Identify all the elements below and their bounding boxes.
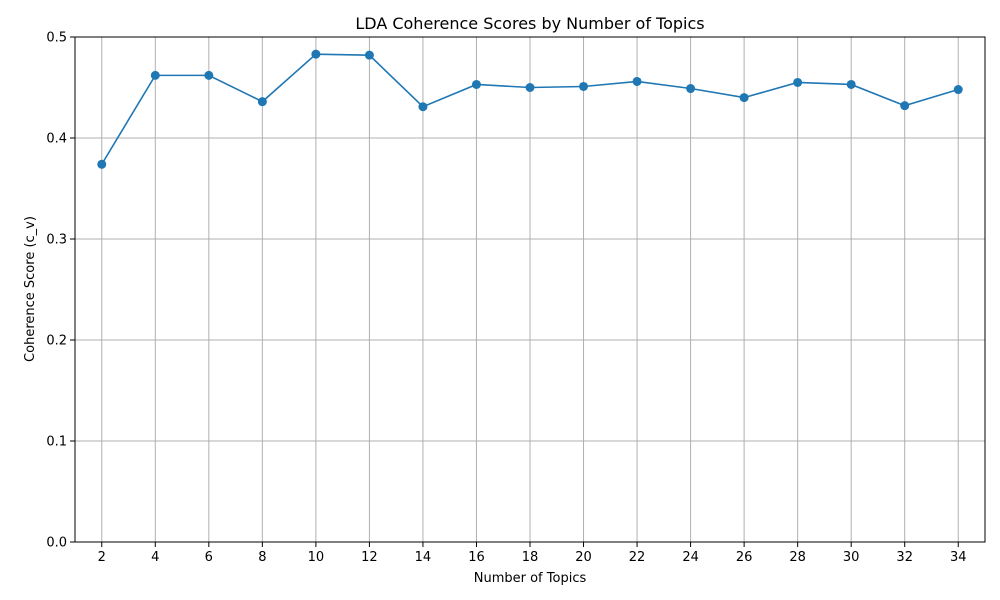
series-coherence <box>97 49 963 169</box>
grid <box>75 36 985 543</box>
y-axis-ticks: 0.0 0.1 0.2 0.3 0.4 0.5 <box>46 31 75 551</box>
x-tick-label: 28 <box>789 550 806 565</box>
y-tick-label: 0.5 <box>46 31 67 46</box>
x-tick-label: 2 <box>98 550 106 565</box>
data-point <box>953 85 963 95</box>
data-point <box>204 70 214 80</box>
y-tick-label: 0.1 <box>46 435 67 450</box>
y-tick-label: 0.3 <box>46 233 67 248</box>
x-tick-label: 12 <box>361 550 378 565</box>
data-point <box>311 49 321 59</box>
x-tick-label: 34 <box>950 550 967 565</box>
x-tick-label: 24 <box>682 550 699 565</box>
x-tick-label: 4 <box>151 550 159 565</box>
data-point <box>632 76 642 86</box>
data-point <box>150 70 160 80</box>
x-tick-label: 30 <box>843 550 860 565</box>
data-point <box>900 101 910 111</box>
data-point <box>364 50 374 60</box>
data-point <box>418 102 428 112</box>
y-tick-label: 0.2 <box>46 334 67 349</box>
x-tick-label: 8 <box>258 550 266 565</box>
x-axis-label: Number of Topics <box>474 571 587 586</box>
x-axis-ticks: 2 4 6 8 10 12 14 16 18 20 22 24 26 28 30 32 34 <box>98 542 967 565</box>
data-point <box>793 77 803 87</box>
x-tick-label: 20 <box>575 550 592 565</box>
chart-title: LDA Coherence Scores by Number of Topics <box>355 14 704 33</box>
data-point <box>739 93 749 103</box>
data-point <box>579 81 589 91</box>
data-point <box>471 79 481 89</box>
x-tick-label: 16 <box>468 550 485 565</box>
data-point <box>686 84 696 94</box>
x-tick-label: 10 <box>308 550 325 565</box>
x-tick-label: 26 <box>736 550 753 565</box>
y-axis-label: Coherence Score (c_v) <box>23 216 38 362</box>
x-tick-label: 22 <box>629 550 646 565</box>
data-point <box>257 97 267 107</box>
x-tick-label: 14 <box>415 550 432 565</box>
y-tick-label: 0.0 <box>46 536 67 551</box>
x-tick-label: 32 <box>896 550 913 565</box>
x-tick-label: 18 <box>522 550 539 565</box>
x-tick-label: 6 <box>205 550 213 565</box>
data-point <box>846 79 856 89</box>
data-point <box>97 159 107 169</box>
data-point <box>525 83 535 92</box>
y-tick-label: 0.4 <box>46 132 67 147</box>
